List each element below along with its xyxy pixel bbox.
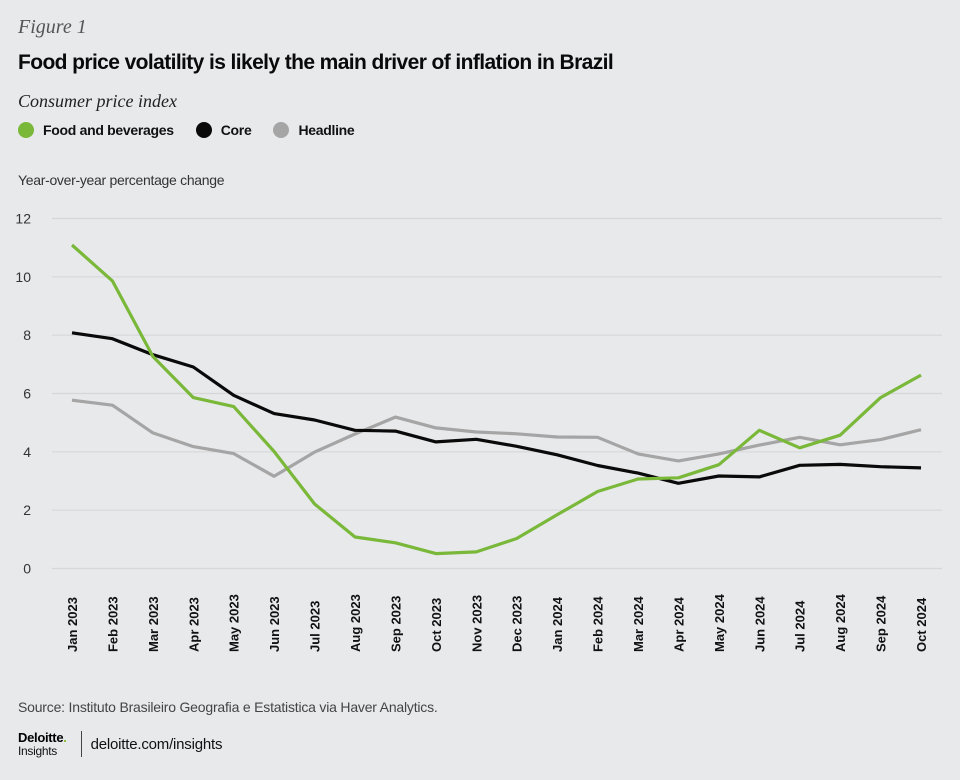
series-lines	[70, 243, 922, 556]
x-axis-ticks: Jan 2023 Feb 2023 Mar 2023 Apr 2023 May 2023…	[65, 593, 929, 652]
x-tick-label: Apr 2024	[671, 596, 686, 652]
y-tick-label: 2	[23, 502, 31, 518]
legend-label-core: Core	[220, 122, 252, 138]
footer-divider	[80, 731, 82, 757]
x-tick-label: Jun 2024	[752, 596, 767, 652]
legend-item-headline: Headline	[273, 122, 355, 138]
legend-swatch-food	[18, 122, 34, 138]
x-tick-label: Dec 2023	[510, 596, 525, 652]
legend-item-core: Core	[195, 122, 252, 138]
x-tick-label: Aug 2024	[833, 593, 848, 652]
x-tick-label: Apr 2023	[186, 597, 201, 652]
source-note: Source: Instituto Brasileiro Geografia e…	[18, 699, 438, 715]
series-line-food-and-beverages	[70, 243, 922, 556]
y-tick-label: 6	[23, 386, 31, 402]
x-tick-label: Mar 2024	[631, 596, 646, 652]
footer: Deloitte. Insights deloitte.com/insights	[18, 731, 222, 757]
y-tick-label: 12	[15, 211, 31, 227]
deloitte-insights-logo: Deloitte. Insights	[18, 731, 67, 757]
x-tick-label: Jun 2023	[267, 596, 282, 652]
line-chart: 0 2 4 6 8 10 12 Jan 2023 Feb 2023 Mar 2023 Apr 20…	[15, 211, 942, 652]
x-tick-label: Jan 2023	[65, 597, 80, 652]
legend: Food and beverages Core Headline	[18, 122, 376, 138]
figure-label: Figure 1	[18, 16, 87, 38]
x-tick-label: Jul 2024	[793, 600, 808, 652]
series-line-headline	[71, 398, 922, 478]
x-tick-label: Mar 2023	[146, 596, 161, 652]
legend-item-food: Food and beverages	[18, 122, 174, 138]
x-tick-label: Feb 2024	[591, 596, 606, 652]
x-tick-label: Oct 2023	[429, 598, 444, 652]
x-tick-label: Jul 2023	[308, 601, 323, 652]
chart-title: Food price volatility is likely the main…	[18, 51, 614, 74]
y-tick-label: 4	[23, 444, 31, 460]
logo-subtext: Insights	[18, 744, 57, 758]
x-tick-label: Sep 2023	[388, 596, 403, 652]
gridlines	[52, 217, 942, 570]
x-tick-label: Aug 2023	[348, 594, 363, 652]
legend-swatch-core	[195, 122, 212, 138]
x-tick-label: May 2023	[227, 594, 242, 652]
y-axis-ticks: 0 2 4 6 8 10 12	[15, 211, 31, 577]
logo-text: Deloitte	[18, 730, 64, 745]
x-tick-label: May 2024	[712, 593, 727, 652]
footer-link[interactable]: deloitte.com/insights	[90, 735, 223, 753]
x-tick-label: Oct 2024	[914, 597, 929, 652]
chart-subtitle: Consumer price index	[18, 91, 177, 111]
x-tick-label: Jan 2024	[550, 596, 565, 652]
y-tick-label: 10	[15, 269, 31, 285]
logo-wordmark: Deloitte.	[18, 731, 67, 744]
legend-swatch-headline	[273, 122, 290, 138]
y-axis-label: Year-over-year percentage change	[18, 172, 225, 188]
y-tick-label: 8	[23, 327, 31, 343]
x-tick-label: Nov 2023	[469, 595, 484, 652]
series-line-core	[71, 331, 922, 485]
logo-green-dot: .	[63, 730, 67, 745]
x-tick-label: Feb 2023	[105, 596, 120, 652]
x-tick-label: Sep 2024	[874, 595, 889, 652]
y-tick-label: 0	[23, 561, 31, 577]
legend-label-food: Food and beverages	[43, 122, 174, 138]
legend-label-headline: Headline	[298, 122, 355, 138]
